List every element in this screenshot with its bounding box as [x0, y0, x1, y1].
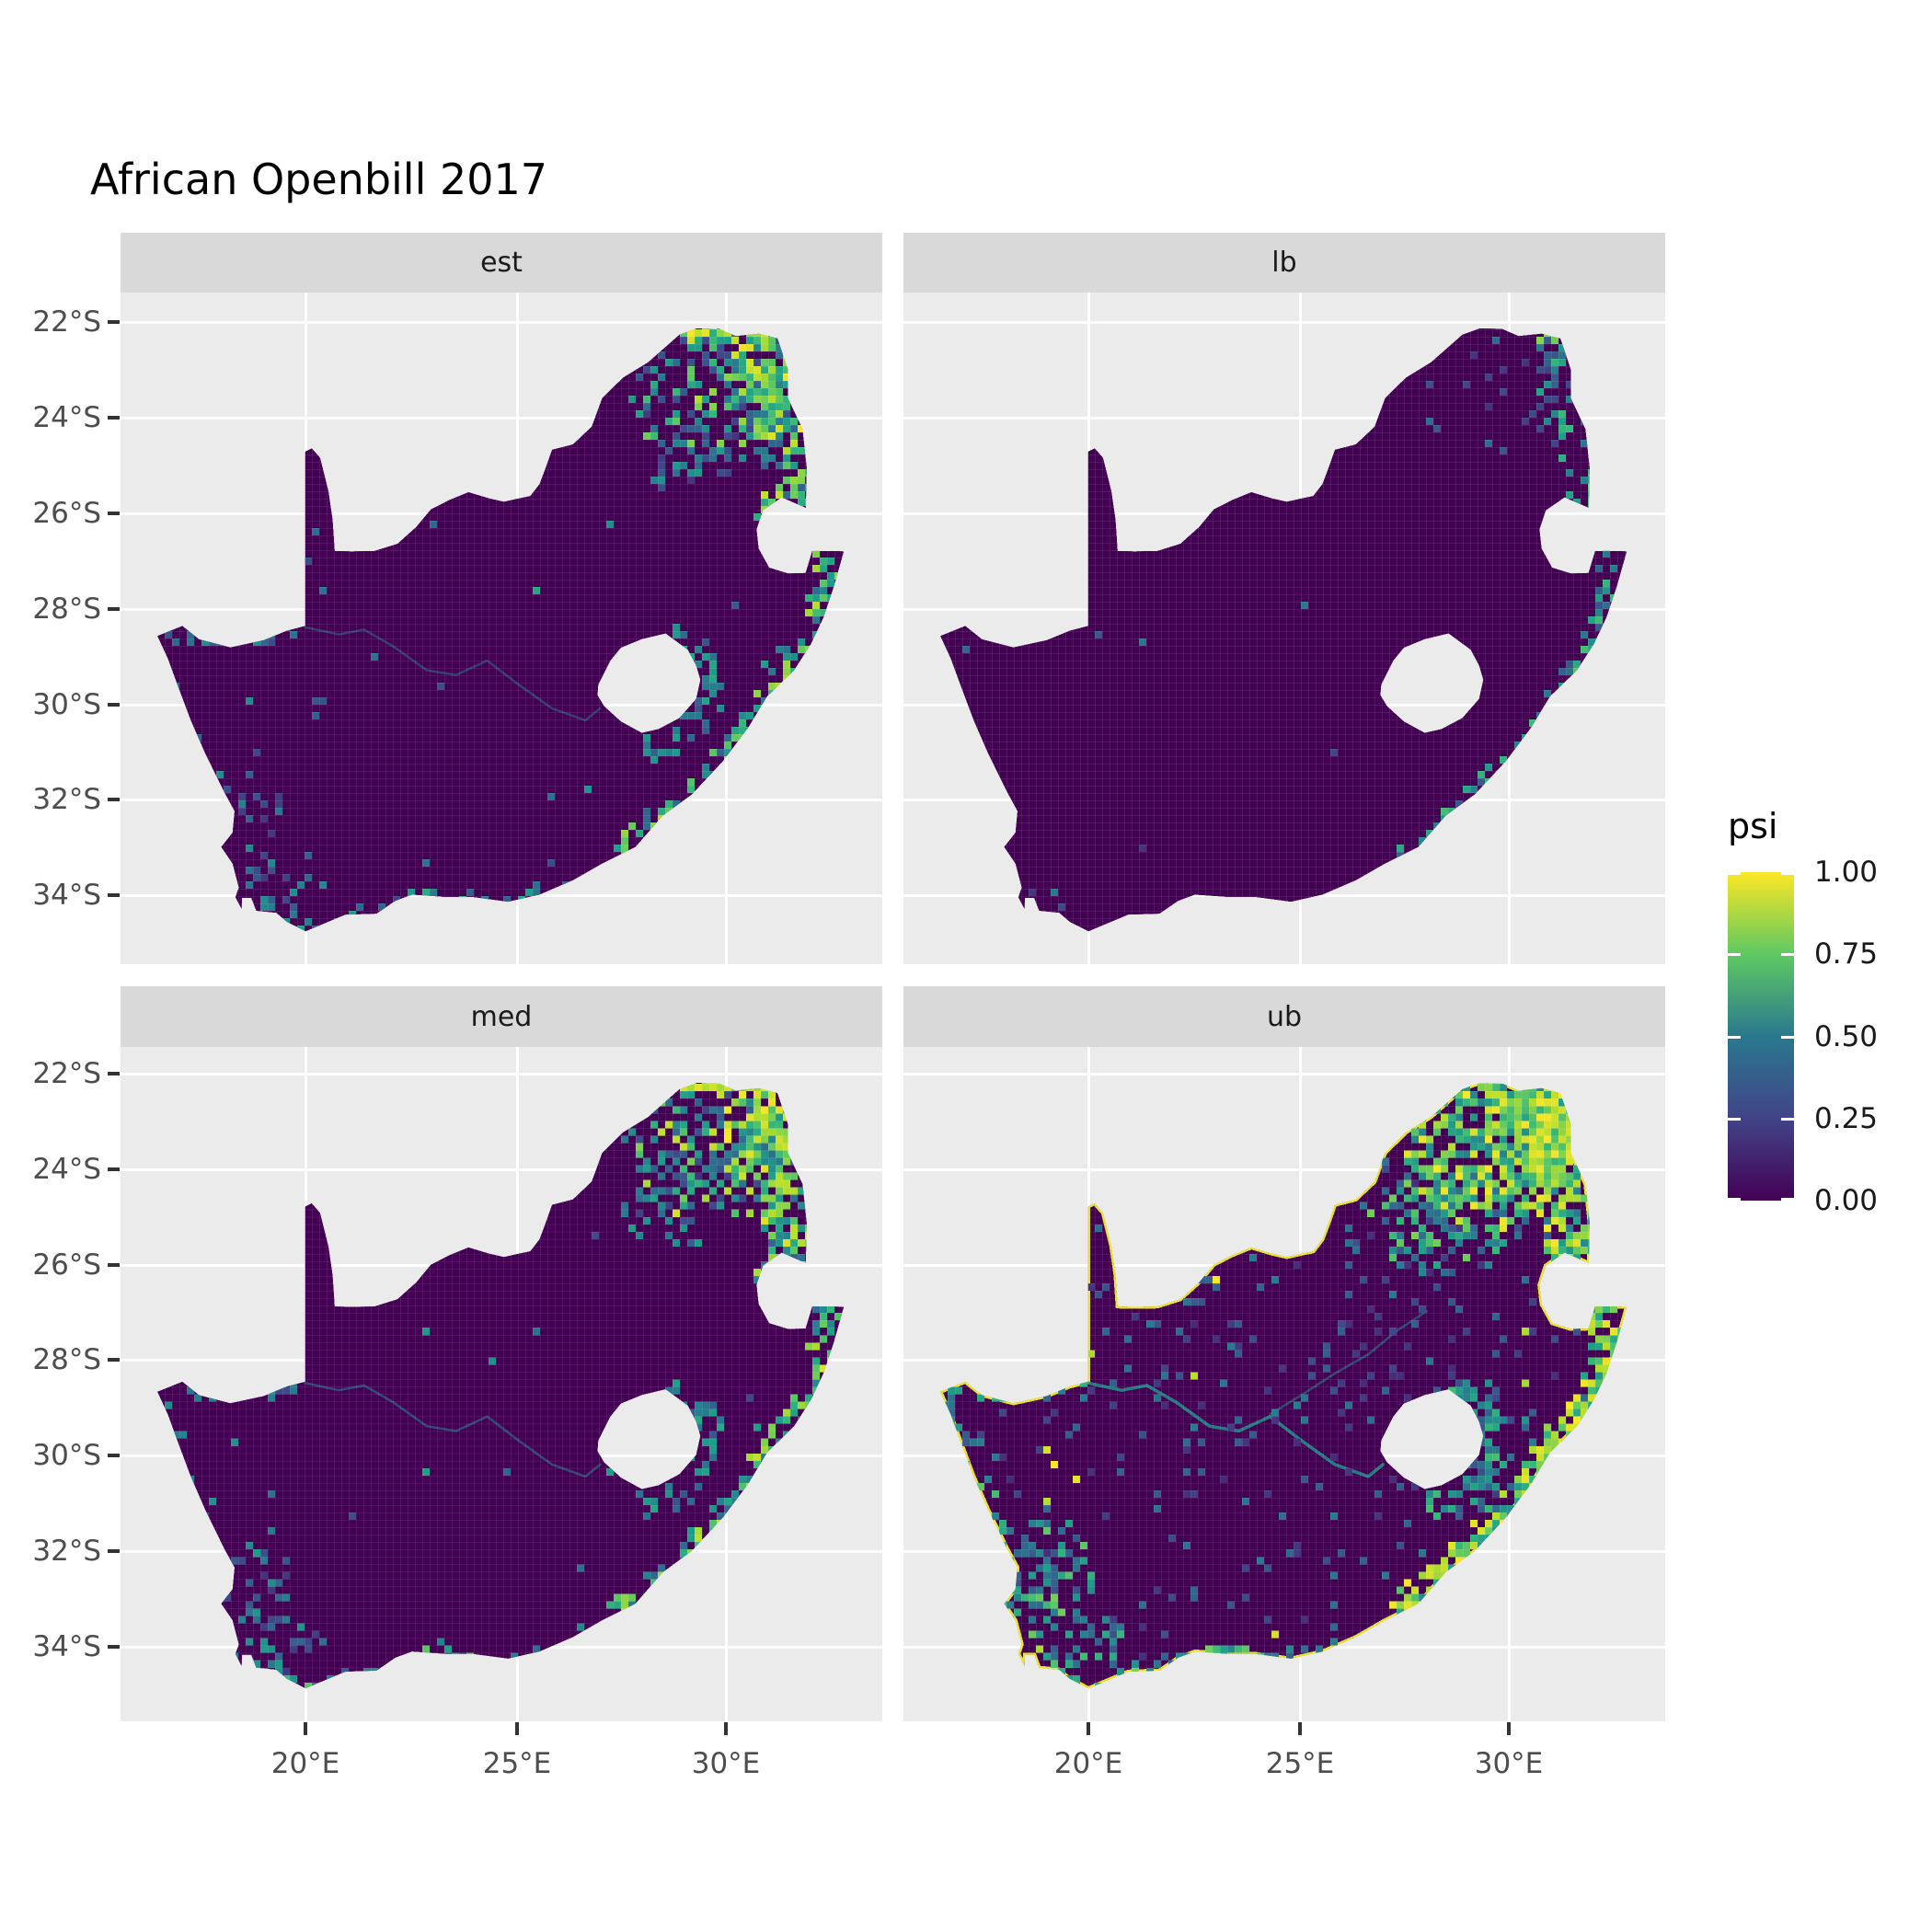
gridline-horizontal: [121, 321, 882, 324]
gridline-horizontal: [121, 417, 882, 420]
y-axis-tick: [108, 1358, 120, 1362]
gridline-horizontal: [903, 1168, 1665, 1171]
y-axis-label: 24°S: [32, 401, 101, 434]
y-axis-tick: [108, 1549, 120, 1553]
raster-map-ub: [940, 1083, 1627, 1689]
map-panel-med: [121, 1047, 882, 1721]
facet-strip-est: est: [121, 233, 882, 293]
y-axis-label: 24°S: [32, 1153, 101, 1186]
x-axis-tick: [304, 1722, 307, 1735]
x-axis-label: 30°E: [1474, 1747, 1544, 1780]
y-axis-tick: [108, 1645, 120, 1649]
legend-tick: [1781, 1117, 1794, 1121]
gridline-horizontal: [121, 1168, 882, 1171]
x-axis-tick: [1507, 1722, 1511, 1735]
y-axis-label: 26°S: [32, 497, 101, 530]
y-axis-label: 22°S: [32, 305, 101, 339]
plot-title: African Openbill 2017: [90, 155, 548, 204]
legend-tick-label: 0.00: [1814, 1184, 1879, 1217]
legend-tick: [1781, 872, 1794, 875]
raster-map-lb: [940, 328, 1627, 932]
legend-tick: [1728, 1198, 1741, 1201]
facet-strip-label: med: [470, 1000, 533, 1033]
facet-strip-med: med: [121, 986, 882, 1047]
y-axis-label: 32°S: [32, 783, 101, 816]
y-axis-tick: [108, 416, 120, 420]
x-axis-label: 25°E: [1265, 1747, 1335, 1780]
legend-tick: [1728, 1117, 1741, 1121]
facet-strip-label: est: [480, 247, 523, 279]
y-axis-label: 26°S: [32, 1248, 101, 1282]
y-axis-tick: [108, 1263, 120, 1267]
y-axis-tick: [108, 320, 120, 324]
legend-tick: [1728, 1035, 1741, 1039]
y-axis-label: 30°S: [32, 688, 101, 721]
y-axis-label: 34°S: [32, 879, 101, 912]
legend-tick: [1781, 1198, 1794, 1201]
y-axis-tick: [108, 893, 120, 897]
y-axis-tick: [108, 1454, 120, 1457]
map-panel-ub: [903, 1047, 1665, 1721]
legend-title: psi: [1728, 806, 1778, 846]
legend-tick: [1781, 1035, 1794, 1039]
y-axis-label: 22°S: [32, 1057, 101, 1090]
x-axis-label: 25°E: [482, 1747, 552, 1780]
y-axis-tick: [108, 703, 120, 707]
x-axis-tick: [515, 1722, 519, 1735]
gridline-horizontal: [903, 1073, 1665, 1075]
raster-map-med: [157, 1083, 845, 1689]
legend-tick-label: 1.00: [1814, 856, 1879, 889]
y-axis-label: 28°S: [32, 592, 101, 626]
y-axis-tick: [108, 1167, 120, 1171]
gridline-horizontal: [121, 1073, 882, 1075]
raster-map-est: [157, 328, 845, 932]
facet-strip-ub: ub: [903, 986, 1665, 1047]
legend-tick-label: 0.25: [1814, 1101, 1879, 1135]
y-axis-label: 28°S: [32, 1343, 101, 1376]
map-panel-lb: [903, 293, 1665, 964]
y-axis-tick: [108, 607, 120, 611]
y-axis-tick: [108, 1072, 120, 1075]
y-axis-tick: [108, 798, 120, 801]
x-axis-label: 20°E: [1053, 1747, 1123, 1780]
legend-tick-label: 0.75: [1814, 937, 1879, 972]
y-axis-tick: [108, 512, 120, 515]
x-axis-tick: [1087, 1722, 1090, 1735]
gridline-horizontal: [903, 321, 1665, 324]
facet-strip-lb: lb: [903, 233, 1665, 293]
legend-tick: [1728, 872, 1741, 875]
legend-tick: [1728, 953, 1741, 957]
x-axis-tick: [724, 1722, 728, 1735]
x-axis-tick: [1298, 1722, 1302, 1735]
y-axis-label: 34°S: [32, 1630, 101, 1663]
facet-strip-label: lb: [1271, 247, 1297, 279]
x-axis-label: 30°E: [691, 1747, 761, 1780]
gridline-horizontal: [903, 417, 1665, 420]
legend-tick-label: 0.50: [1814, 1019, 1879, 1053]
y-axis-label: 32°S: [32, 1535, 101, 1568]
map-panel-est: [121, 293, 882, 964]
legend-tick: [1781, 953, 1794, 957]
facet-strip-label: ub: [1266, 1000, 1303, 1033]
x-axis-label: 20°E: [270, 1747, 340, 1780]
y-axis-label: 30°S: [32, 1439, 101, 1472]
